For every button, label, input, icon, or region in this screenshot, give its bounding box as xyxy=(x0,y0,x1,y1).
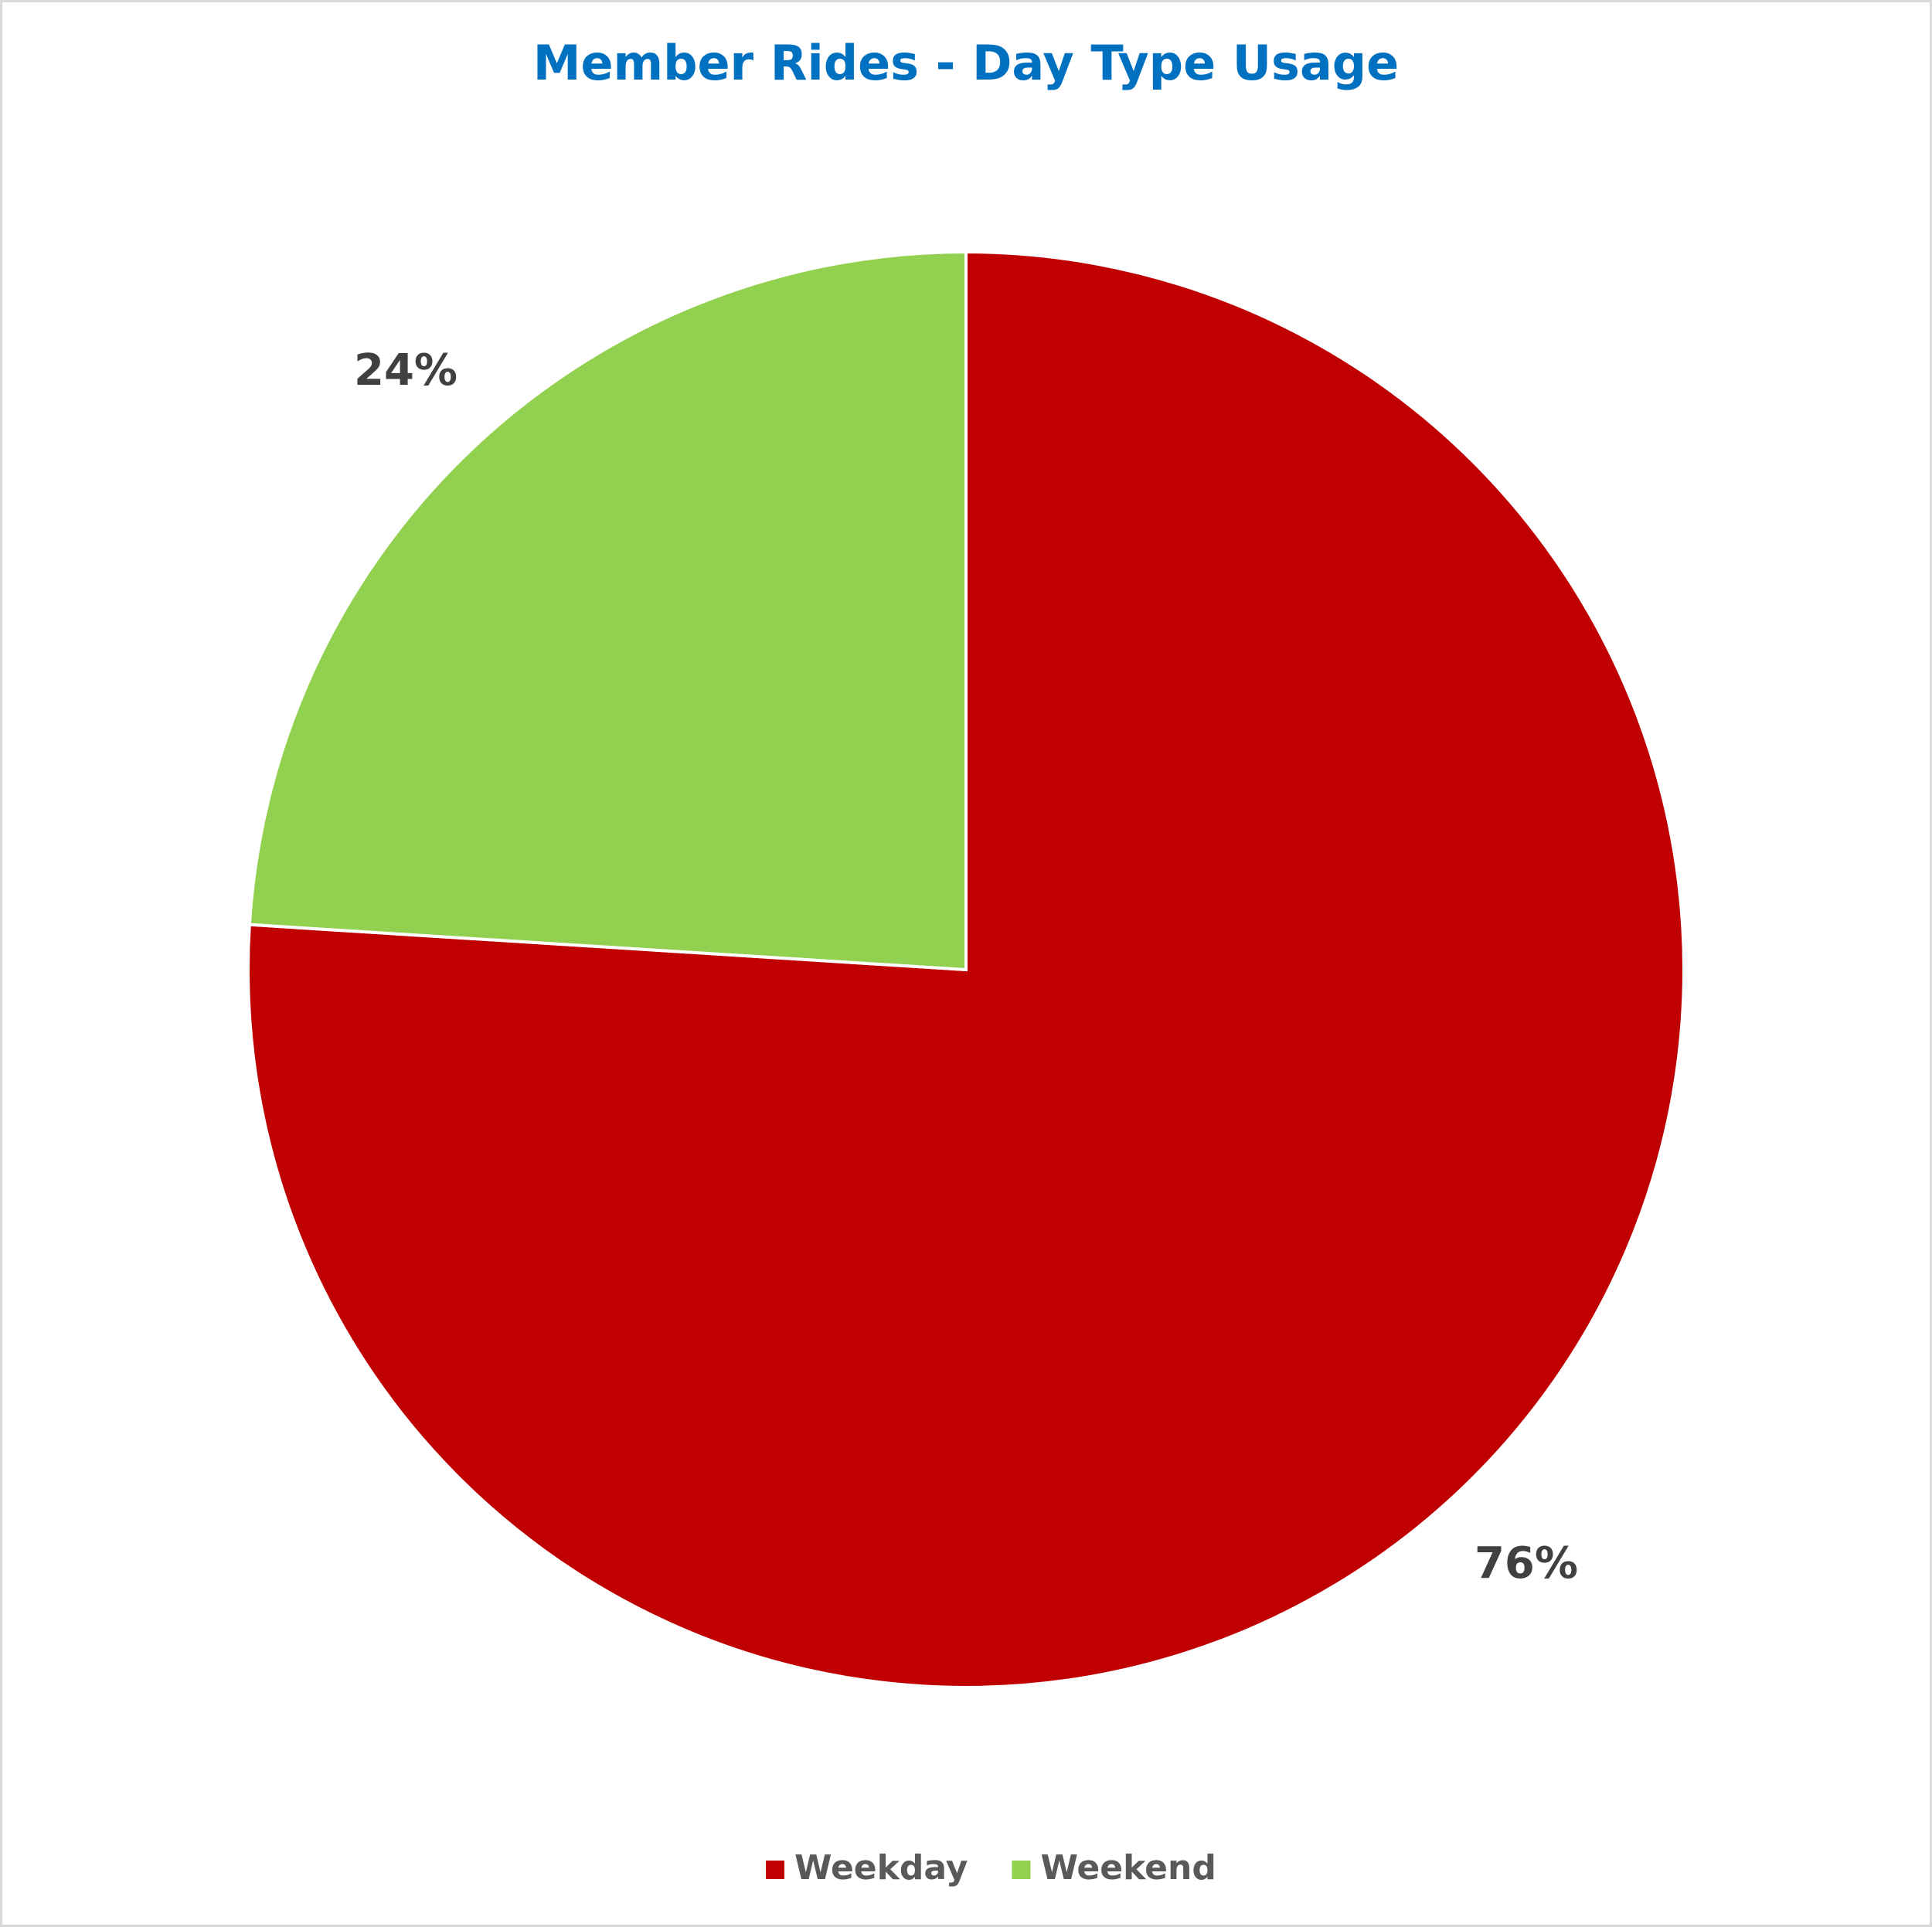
legend-swatch xyxy=(764,1859,786,1881)
data-label: 24% xyxy=(354,345,457,396)
pie-slice xyxy=(247,250,1685,1689)
legend-label: Weekday xyxy=(794,1848,968,1888)
chart-title: Member Rides - Day Type Usage xyxy=(533,35,1399,91)
legend-swatch xyxy=(1010,1859,1032,1881)
data-label: 76% xyxy=(1475,1538,1578,1589)
pie-slice xyxy=(247,250,968,972)
legend-label: Weekend xyxy=(1040,1848,1216,1888)
